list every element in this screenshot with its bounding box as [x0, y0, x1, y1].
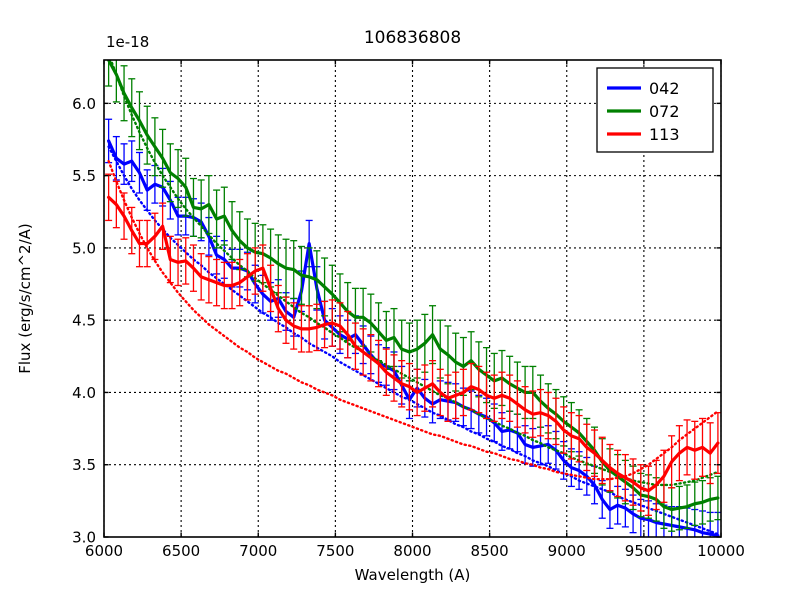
y-axis-offset-label: 1e-18	[106, 33, 149, 51]
fit-line-042	[107, 145, 720, 536]
x-tick-label: 6500	[162, 542, 200, 560]
legend-label-072: 072	[649, 102, 680, 121]
data-series-layer	[105, 60, 721, 537]
data-line-042	[107, 139, 720, 537]
legend-item-072[interactable]: 072	[607, 102, 680, 121]
y-tick-label: 5.0	[72, 239, 96, 257]
x-tick-label: 7000	[239, 542, 277, 560]
y-tick-label: 3.5	[72, 456, 96, 474]
page-title: 106836808	[364, 28, 461, 48]
y-axis-label: Flux (erg/s/cm^2/A)	[16, 223, 34, 374]
axis-text-layer: 106836808 1e-18 Wavelength (A) Flux (erg…	[16, 28, 470, 584]
y-tick-label: 4.0	[72, 384, 96, 402]
x-tick-label: 9500	[625, 542, 663, 560]
legend-item-042[interactable]: 042	[607, 79, 680, 98]
series-113	[105, 159, 721, 516]
x-tick-label: 6000	[85, 542, 123, 560]
legend-label-042: 042	[649, 79, 680, 98]
data-line-072	[107, 60, 720, 512]
legend-item-113[interactable]: 113	[607, 125, 680, 144]
x-axis-label: Wavelength (A)	[355, 566, 471, 584]
x-tick-label: 8500	[471, 542, 509, 560]
legend-label-113: 113	[649, 125, 680, 144]
axis-ticks: 6000 6500 7000 7500 8000 8500 9000 9500 10000 3.0…	[72, 60, 745, 560]
legend[interactable]: 042 072 113	[596, 67, 714, 153]
x-tick-label: 10000	[697, 542, 745, 560]
x-tick-label: 7500	[316, 542, 354, 560]
fit-line-113	[107, 159, 720, 481]
data-line-113	[107, 195, 720, 493]
y-tick-label: 3.0	[72, 529, 96, 547]
x-tick-label: 8000	[393, 542, 431, 560]
y-tick-label: 5.5	[72, 167, 96, 185]
x-tick-label: 9000	[548, 542, 586, 560]
y-tick-label: 4.5	[72, 312, 96, 330]
y-tick-label: 6.0	[72, 95, 96, 113]
